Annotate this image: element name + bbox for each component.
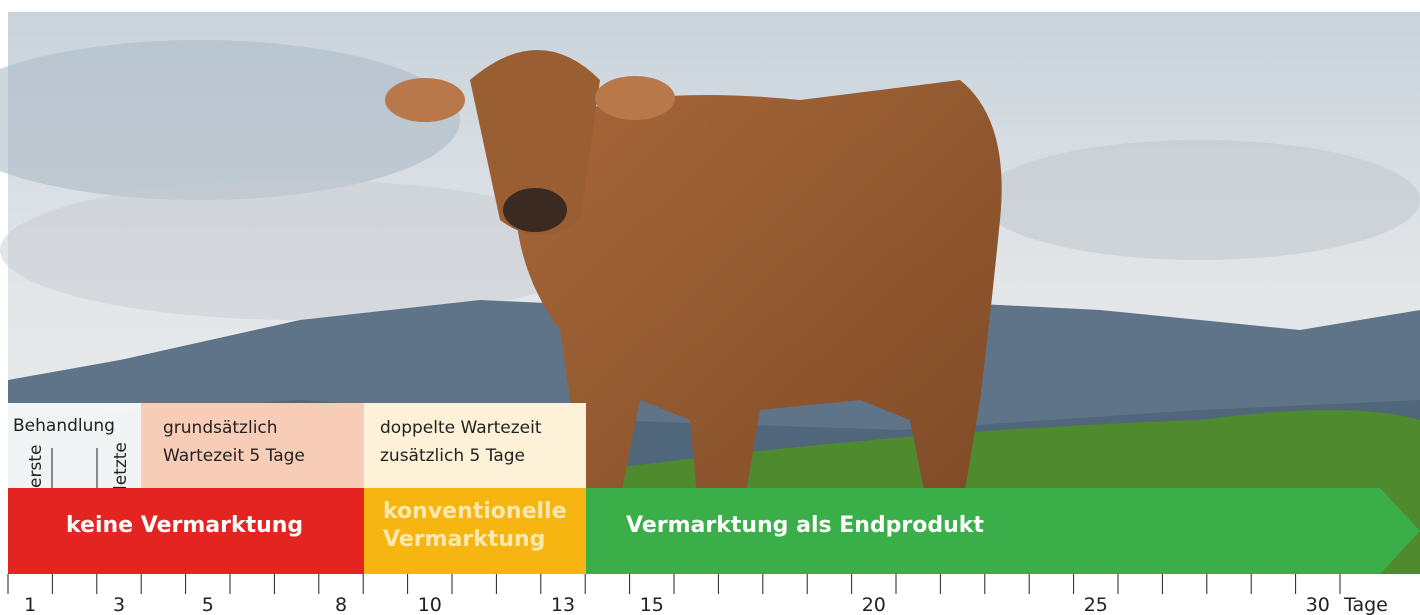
day-label: 8	[335, 594, 347, 615]
treatment-title: Behandlung	[13, 416, 115, 436]
day-label: 3	[113, 594, 125, 615]
end-product-label: Vermarktung als Endprodukt	[626, 513, 984, 538]
day-label: 10	[418, 594, 442, 615]
waiting-basic-line2: Wartezeit 5 Tage	[163, 446, 305, 466]
day-label: 25	[1084, 594, 1108, 615]
axis-unit: Tage	[1343, 594, 1388, 615]
day-label: 20	[862, 594, 886, 615]
waiting-double-line1: doppelte Wartezeit	[380, 418, 542, 438]
day-label: 1	[24, 594, 36, 615]
waiting-double-line2: zusätzlich 5 Tage	[380, 446, 525, 466]
day-label: 5	[202, 594, 214, 615]
day-label: 15	[640, 594, 664, 615]
no-marketing-label: keine Vermarktung	[66, 513, 303, 538]
infographic: Behandlung erste letzte grundsätzlich Wa…	[0, 0, 1420, 615]
waiting-basic-line1: grundsätzlich	[163, 418, 278, 438]
conventional-line2: Vermarktung	[383, 527, 545, 552]
treatment-last: letzte	[111, 442, 131, 490]
treatment-first: erste	[26, 445, 46, 488]
day-label: 30	[1306, 594, 1330, 615]
conventional-line1: konventionelle	[383, 499, 567, 524]
day-label: 13	[551, 594, 575, 615]
